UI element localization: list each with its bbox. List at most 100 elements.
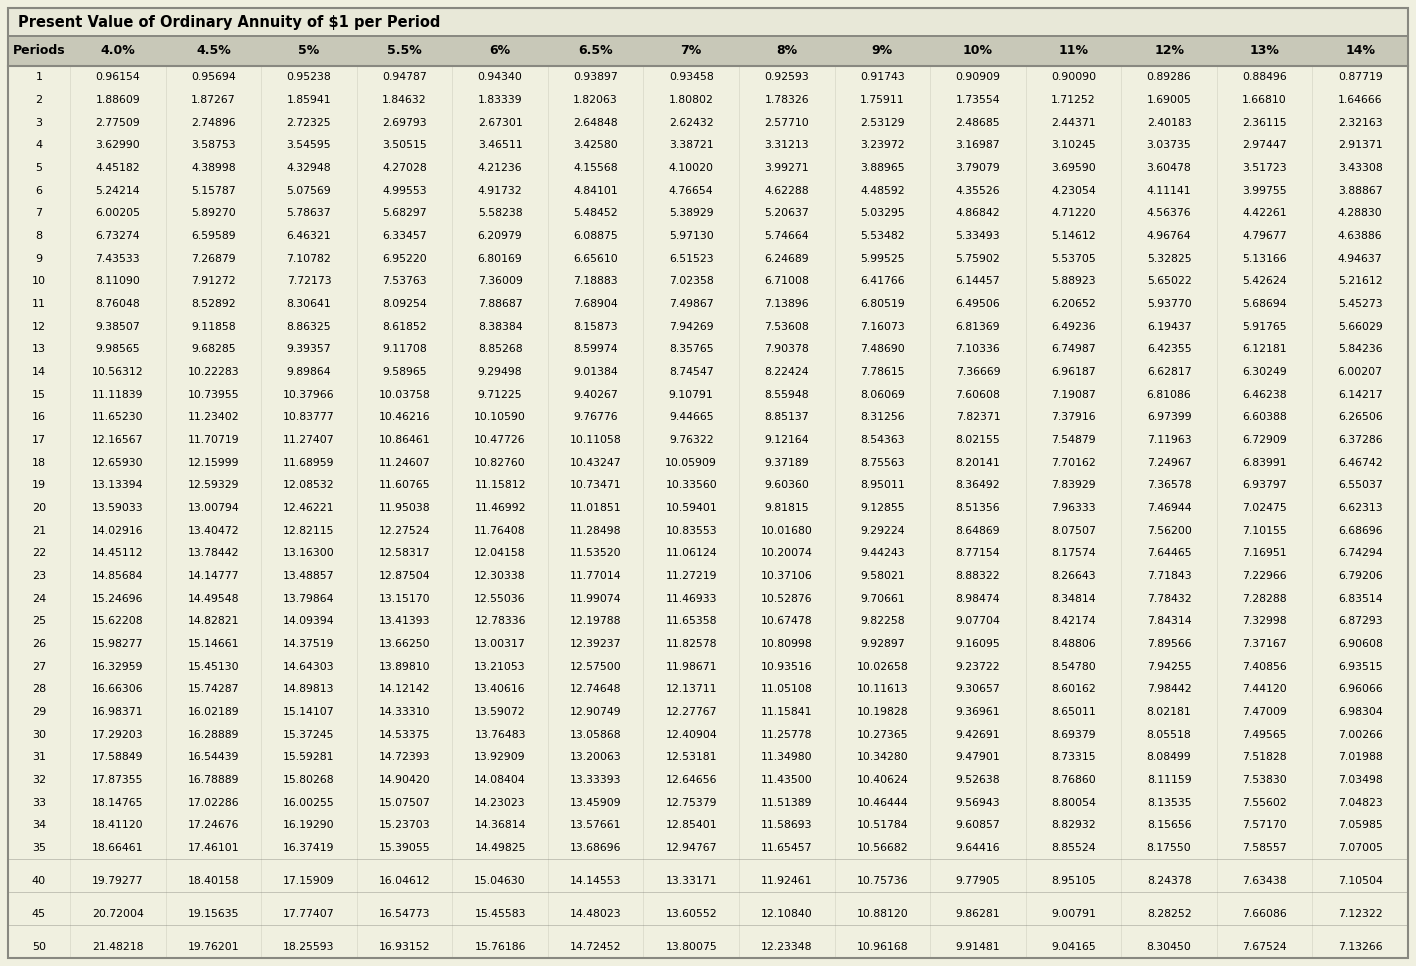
Text: 7.54879: 7.54879 [1051,435,1096,445]
Text: 9.39357: 9.39357 [286,344,331,355]
Text: 14.14777: 14.14777 [187,571,239,581]
Text: 4.10020: 4.10020 [668,163,714,173]
Text: 14.09394: 14.09394 [283,616,334,626]
Text: 13.40616: 13.40616 [474,684,525,695]
Text: 0.94340: 0.94340 [477,72,523,82]
Text: 2.97447: 2.97447 [1242,140,1287,151]
Text: 11.65457: 11.65457 [760,843,813,853]
Text: 4.76654: 4.76654 [668,185,714,196]
Text: 16.37419: 16.37419 [283,843,334,853]
Text: 12.27767: 12.27767 [666,707,716,717]
Bar [8,520,1408,542]
Text: 2.67301: 2.67301 [477,118,523,128]
Bar [8,565,1408,587]
Text: 12.78336: 12.78336 [474,616,525,626]
Text: 9.68285: 9.68285 [191,344,235,355]
Text: 10.46216: 10.46216 [378,412,430,422]
Text: 7.13896: 7.13896 [765,299,809,309]
Text: 11.06124: 11.06124 [666,549,716,558]
Text: 13.33393: 13.33393 [569,775,622,785]
Text: 13.21053: 13.21053 [474,662,525,671]
Text: 7.07005: 7.07005 [1338,843,1382,853]
Bar [8,429,1408,451]
Bar [8,360,1408,384]
Text: 3.03735: 3.03735 [1147,140,1191,151]
Text: 9.86281: 9.86281 [956,909,1000,919]
Text: 0.93897: 0.93897 [573,72,617,82]
Text: 6.96187: 6.96187 [1051,367,1096,377]
Text: 8.35765: 8.35765 [668,344,714,355]
Text: 13%: 13% [1250,44,1280,58]
Bar [8,338,1408,360]
Text: 21.48218: 21.48218 [92,942,143,952]
Text: 15.23703: 15.23703 [378,820,430,831]
Text: 6.26506: 6.26506 [1338,412,1382,422]
Text: 7.66086: 7.66086 [1242,909,1287,919]
Text: 17.24676: 17.24676 [187,820,239,831]
Text: 13.33171: 13.33171 [666,876,716,886]
Text: 4.23054: 4.23054 [1051,185,1096,196]
Text: 8.80054: 8.80054 [1051,798,1096,808]
Text: 7.13266: 7.13266 [1338,942,1382,952]
Text: 5.75902: 5.75902 [956,254,1000,264]
Text: 12.65930: 12.65930 [92,458,143,468]
Text: 17: 17 [33,435,47,445]
Text: 17.29203: 17.29203 [92,729,143,740]
Text: 8.34814: 8.34814 [1051,594,1096,604]
Text: Periods: Periods [13,44,65,58]
Text: 10.86461: 10.86461 [378,435,430,445]
Text: 5%: 5% [299,44,320,58]
Text: 4.21236: 4.21236 [477,163,523,173]
Text: 9.58965: 9.58965 [382,367,426,377]
Text: 11.25778: 11.25778 [760,729,813,740]
Text: 10.59401: 10.59401 [666,503,716,513]
Text: 7.26879: 7.26879 [191,254,235,264]
Text: 14.08404: 14.08404 [474,775,525,785]
Bar [8,111,1408,134]
Text: 2.64848: 2.64848 [573,118,617,128]
Text: 20.72004: 20.72004 [92,909,143,919]
Text: 7.88687: 7.88687 [477,299,523,309]
Text: 6.46742: 6.46742 [1338,458,1382,468]
Text: 30: 30 [33,729,45,740]
Text: 6.98304: 6.98304 [1338,707,1382,717]
Text: 6.42355: 6.42355 [1147,344,1191,355]
Text: 2.74896: 2.74896 [191,118,235,128]
Text: 13.92909: 13.92909 [474,753,525,762]
Text: 13.41393: 13.41393 [378,616,430,626]
Text: 7.24967: 7.24967 [1147,458,1191,468]
Text: 6.65610: 6.65610 [573,254,617,264]
Text: 9.23722: 9.23722 [956,662,1000,671]
Text: 13: 13 [33,344,45,355]
Text: 13.05868: 13.05868 [569,729,622,740]
Text: 10.20074: 10.20074 [760,549,813,558]
Text: 10.43247: 10.43247 [569,458,622,468]
Text: 3.99755: 3.99755 [1242,185,1287,196]
Text: 6.41766: 6.41766 [860,276,905,286]
Text: 11: 11 [33,299,45,309]
Text: 11.51389: 11.51389 [760,798,813,808]
Text: 14.33310: 14.33310 [378,707,430,717]
Text: 1.84632: 1.84632 [382,95,426,105]
Text: 1.85941: 1.85941 [286,95,331,105]
Text: 14.49548: 14.49548 [187,594,239,604]
Text: 5: 5 [35,163,42,173]
Text: 6.74294: 6.74294 [1338,549,1382,558]
Text: 5.93770: 5.93770 [1147,299,1191,309]
Text: 14.14553: 14.14553 [569,876,622,886]
Text: 4.79677: 4.79677 [1242,231,1287,241]
Text: 12.85401: 12.85401 [666,820,716,831]
Text: 10.10590: 10.10590 [474,412,525,422]
Bar [8,678,1408,700]
Text: 8.08499: 8.08499 [1147,753,1191,762]
Text: 2.53129: 2.53129 [860,118,905,128]
Text: 12.74648: 12.74648 [569,684,622,695]
Text: 1.83339: 1.83339 [477,95,523,105]
Text: 3.54595: 3.54595 [286,140,331,151]
Text: 7.53608: 7.53608 [765,322,809,331]
Bar [8,247,1408,270]
Text: 10.75736: 10.75736 [857,876,908,886]
Text: 15.59281: 15.59281 [283,753,334,762]
Text: 7.11963: 7.11963 [1147,435,1191,445]
Text: 9.71225: 9.71225 [477,389,523,400]
